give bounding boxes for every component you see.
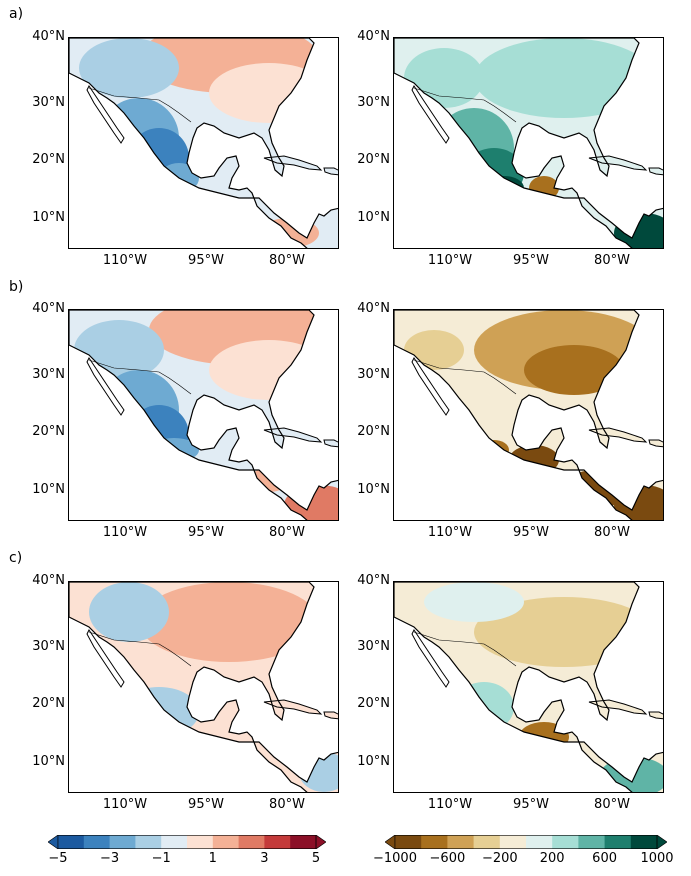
colorbar-tick-label: −1000 bbox=[373, 851, 417, 866]
colorbar-swatches bbox=[384, 834, 668, 850]
panel-label-c: c) bbox=[9, 550, 23, 566]
colorbar-tick-label: −3 bbox=[100, 851, 120, 866]
colorbar-extend-low bbox=[384, 834, 396, 850]
lon-label: 110°W bbox=[427, 253, 473, 268]
lon-label: 80°W bbox=[269, 797, 305, 812]
colorbar-swatch bbox=[109, 835, 136, 849]
lat-label: 40°N bbox=[32, 29, 65, 44]
colorbar-tick-label: −1 bbox=[151, 851, 171, 866]
colorbar-tick-label: 3 bbox=[260, 851, 269, 866]
colorbar-tick-label: 1000 bbox=[640, 851, 674, 866]
colorbar-swatch bbox=[187, 835, 214, 849]
colorbar-swatch bbox=[604, 835, 632, 849]
panel-label-a: a) bbox=[9, 6, 24, 22]
lat-label: 10°N bbox=[357, 482, 390, 497]
colorbar-swatch bbox=[238, 835, 265, 849]
lat-label: 20°N bbox=[32, 696, 65, 711]
colorbar-swatch bbox=[630, 835, 658, 849]
lon-label: 110°W bbox=[427, 797, 473, 812]
lat-label: 30°N bbox=[357, 95, 390, 110]
map-panel-c-left bbox=[68, 581, 339, 793]
colorbar-swatches bbox=[47, 834, 327, 850]
colorbar-swatch bbox=[421, 835, 448, 849]
map-panel-c-right bbox=[393, 581, 664, 793]
lon-label: 110°W bbox=[427, 525, 473, 540]
lon-label: 80°W bbox=[594, 797, 630, 812]
lon-label: 95°W bbox=[513, 797, 549, 812]
lat-label: 20°N bbox=[357, 696, 390, 711]
colorbar-swatch bbox=[447, 835, 475, 849]
colorbar-swatch bbox=[499, 835, 527, 849]
lon-label: 95°W bbox=[188, 525, 224, 540]
colorbar-left bbox=[47, 834, 327, 850]
map-panel-a-right bbox=[393, 37, 664, 249]
colorbar-swatch bbox=[161, 835, 188, 849]
colorbar-swatch bbox=[58, 835, 85, 849]
lat-label: 30°N bbox=[357, 367, 390, 382]
lat-label: 10°N bbox=[357, 210, 390, 225]
lon-label: 95°W bbox=[188, 253, 224, 268]
lat-label: 20°N bbox=[32, 424, 65, 439]
colorbar-swatch bbox=[212, 835, 240, 849]
colorbar-tick-label: 200 bbox=[539, 851, 565, 866]
lat-label: 10°N bbox=[357, 754, 390, 769]
colorbar-swatch bbox=[395, 835, 422, 849]
colorbar-tick-label: 1 bbox=[208, 851, 217, 866]
colorbar-swatch bbox=[290, 835, 317, 849]
lon-label: 80°W bbox=[269, 253, 305, 268]
lon-label: 110°W bbox=[102, 253, 148, 268]
colorbar-tick-label: −200 bbox=[481, 851, 518, 866]
colorbar-swatch bbox=[264, 835, 291, 849]
lat-label: 30°N bbox=[32, 367, 65, 382]
colorbar-tick-label: 600 bbox=[592, 851, 617, 866]
colorbar-swatch bbox=[578, 835, 606, 849]
colorbar-tick-label: 5 bbox=[311, 851, 321, 866]
colorbar-extend-high bbox=[656, 834, 668, 850]
lat-label: 30°N bbox=[32, 95, 65, 110]
lat-label: 20°N bbox=[32, 152, 65, 167]
lon-label: 95°W bbox=[188, 797, 224, 812]
lat-label: 10°N bbox=[32, 482, 65, 497]
lon-label: 110°W bbox=[102, 525, 148, 540]
colorbar-swatch bbox=[473, 835, 501, 849]
lat-label: 20°N bbox=[357, 152, 390, 167]
lat-label: 40°N bbox=[357, 29, 390, 44]
lon-label: 80°W bbox=[269, 525, 305, 540]
lon-label: 80°W bbox=[594, 253, 630, 268]
colorbar-right bbox=[384, 834, 668, 850]
colorbar-swatch bbox=[135, 835, 162, 849]
lat-label: 40°N bbox=[357, 301, 390, 316]
lat-label: 10°N bbox=[32, 210, 65, 225]
lon-label: 110°W bbox=[102, 797, 148, 812]
map-panel-b-left bbox=[68, 309, 339, 521]
lat-label: 10°N bbox=[32, 754, 65, 769]
colorbar-extend-high bbox=[315, 834, 327, 850]
lon-label: 80°W bbox=[594, 525, 630, 540]
colorbar-swatch bbox=[83, 835, 111, 849]
panel-label-b: b) bbox=[9, 279, 24, 295]
lon-label: 95°W bbox=[513, 253, 549, 268]
colorbar-tick-label: −5 bbox=[48, 851, 68, 866]
lat-label: 30°N bbox=[32, 639, 65, 654]
lat-label: 20°N bbox=[357, 424, 390, 439]
colorbar-tick-label: −600 bbox=[429, 851, 466, 866]
lon-label: 95°W bbox=[513, 525, 549, 540]
map-panel-b-right bbox=[393, 309, 664, 521]
colorbar-swatch bbox=[552, 835, 579, 849]
map-panel-a-left bbox=[68, 37, 339, 249]
colorbar-extend-low bbox=[47, 834, 59, 850]
lat-label: 40°N bbox=[357, 573, 390, 588]
colorbar-swatch bbox=[526, 835, 553, 849]
lat-label: 40°N bbox=[32, 573, 65, 588]
lat-label: 40°N bbox=[32, 301, 65, 316]
lat-label: 30°N bbox=[357, 639, 390, 654]
